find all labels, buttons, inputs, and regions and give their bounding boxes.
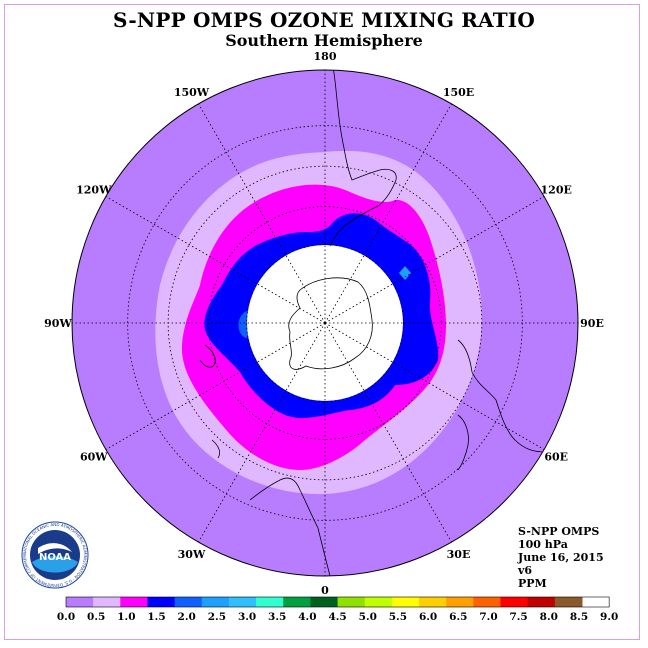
- colorbar: 0.0 0.5 1.0 1.5 2.0 2.5 3.0 3.5 4.0 4.5 5.0 5.5 6.0 6…: [57, 596, 618, 623]
- colorbar-tick-label: 1.0: [117, 611, 135, 623]
- longitude-label: 90W: [44, 317, 72, 330]
- colorbar-tick-label: 8.0: [540, 611, 558, 623]
- colorbar-tick-label: 4.5: [328, 611, 346, 623]
- colorbar-tick-label: 0.0: [57, 611, 75, 623]
- info-level: 100 hPa: [518, 538, 568, 551]
- colorbar-tick-label: 2.0: [178, 611, 196, 623]
- colorbar-tick-label: 7.5: [509, 611, 527, 623]
- longitude-label: 150E: [443, 86, 474, 99]
- longitude-label: 90E: [580, 317, 604, 330]
- colorbar-swatch: [66, 597, 94, 607]
- colorbar-tick-label: 4.0: [298, 611, 316, 623]
- colorbar-tick-label: 3.0: [238, 611, 256, 623]
- southern-africa-coastline: [457, 414, 469, 471]
- colorbar-tick-label: 6.5: [449, 611, 467, 623]
- longitude-label: 30E: [447, 548, 471, 561]
- colorbar-tick-label: 2.5: [208, 611, 226, 623]
- colorbar-swatch: [283, 597, 311, 607]
- longitude-label: 60E: [544, 451, 568, 464]
- latitude-circle: [246, 244, 404, 402]
- new-zealand-coastline: [199, 344, 220, 459]
- longitude-label: 60W: [80, 451, 108, 464]
- colorbar-swatch: [500, 597, 529, 607]
- colorbar-tick-label: 6.0: [419, 611, 437, 623]
- colorbar-tick-label: 3.5: [268, 611, 286, 623]
- map-boundary: [71, 69, 579, 577]
- map-subtitle: Southern Hemisphere: [225, 31, 423, 50]
- colorbar-swatch: [391, 597, 420, 607]
- info-version: v6: [518, 564, 533, 577]
- colorbar-swatch: [364, 597, 393, 607]
- colorbar-tick-label: 1.5: [147, 611, 165, 623]
- logo-text: NOAA: [39, 552, 71, 563]
- longitude-label: 0: [321, 584, 329, 597]
- colorbar-swatch: [93, 597, 121, 607]
- colorbar-outline: [65, 596, 610, 608]
- colorbar-swatch: [201, 597, 230, 607]
- colorbar-swatch: [473, 597, 502, 607]
- colorbar-swatch: [174, 597, 203, 607]
- colorbar-tick-label: 5.0: [359, 611, 377, 623]
- colorbar-swatch: [310, 597, 339, 607]
- pole-point: [323, 321, 327, 325]
- product-info: S-NPP OMPS 100 hPa June 16, 2015 v6 PPM: [518, 525, 604, 590]
- colorbar-swatch: [446, 597, 474, 607]
- colorbar-tick-label: 7.0: [479, 611, 497, 623]
- map-title: S-NPP OMPS OZONE MIXING RATIO: [113, 8, 535, 32]
- figure-frame: [4, 4, 640, 640]
- colorbar-tick-label: 0.5: [87, 611, 105, 623]
- colorbar-swatch: [256, 597, 284, 607]
- longitude-label: 180: [314, 50, 337, 63]
- ozone-contour-2-5: [399, 266, 411, 280]
- longitude-label: 30W: [178, 548, 206, 561]
- australia-coastline: [249, 477, 331, 576]
- colorbar-tick-label: 9.0: [600, 611, 618, 623]
- info-date: June 16, 2015: [518, 551, 604, 564]
- colorbar-tick-label: 5.5: [389, 611, 407, 623]
- colorbar-swatch: [337, 597, 366, 607]
- colorbar-swatch: [147, 597, 176, 607]
- colorbar-swatch: [120, 597, 148, 607]
- longitude-label: 150W: [174, 86, 210, 99]
- longitude-label: 120W: [76, 184, 112, 197]
- colorbar-tick-label: 8.5: [570, 611, 588, 623]
- colorbar-swatch: [554, 597, 583, 607]
- antarctica-coastline: [288, 277, 373, 370]
- noaa-logo: NOAA NATIONAL OCEANIC AND ATMOSPHERIC AD…: [20, 520, 89, 589]
- colorbar-swatch: [228, 597, 257, 607]
- info-units: PPM: [518, 577, 547, 590]
- colorbar-swatch: [527, 597, 556, 607]
- south-america-coastline: [329, 70, 397, 247]
- colorbar-swatch: [419, 597, 447, 607]
- longitude-label: 120E: [541, 184, 572, 197]
- info-product: S-NPP OMPS: [518, 525, 600, 538]
